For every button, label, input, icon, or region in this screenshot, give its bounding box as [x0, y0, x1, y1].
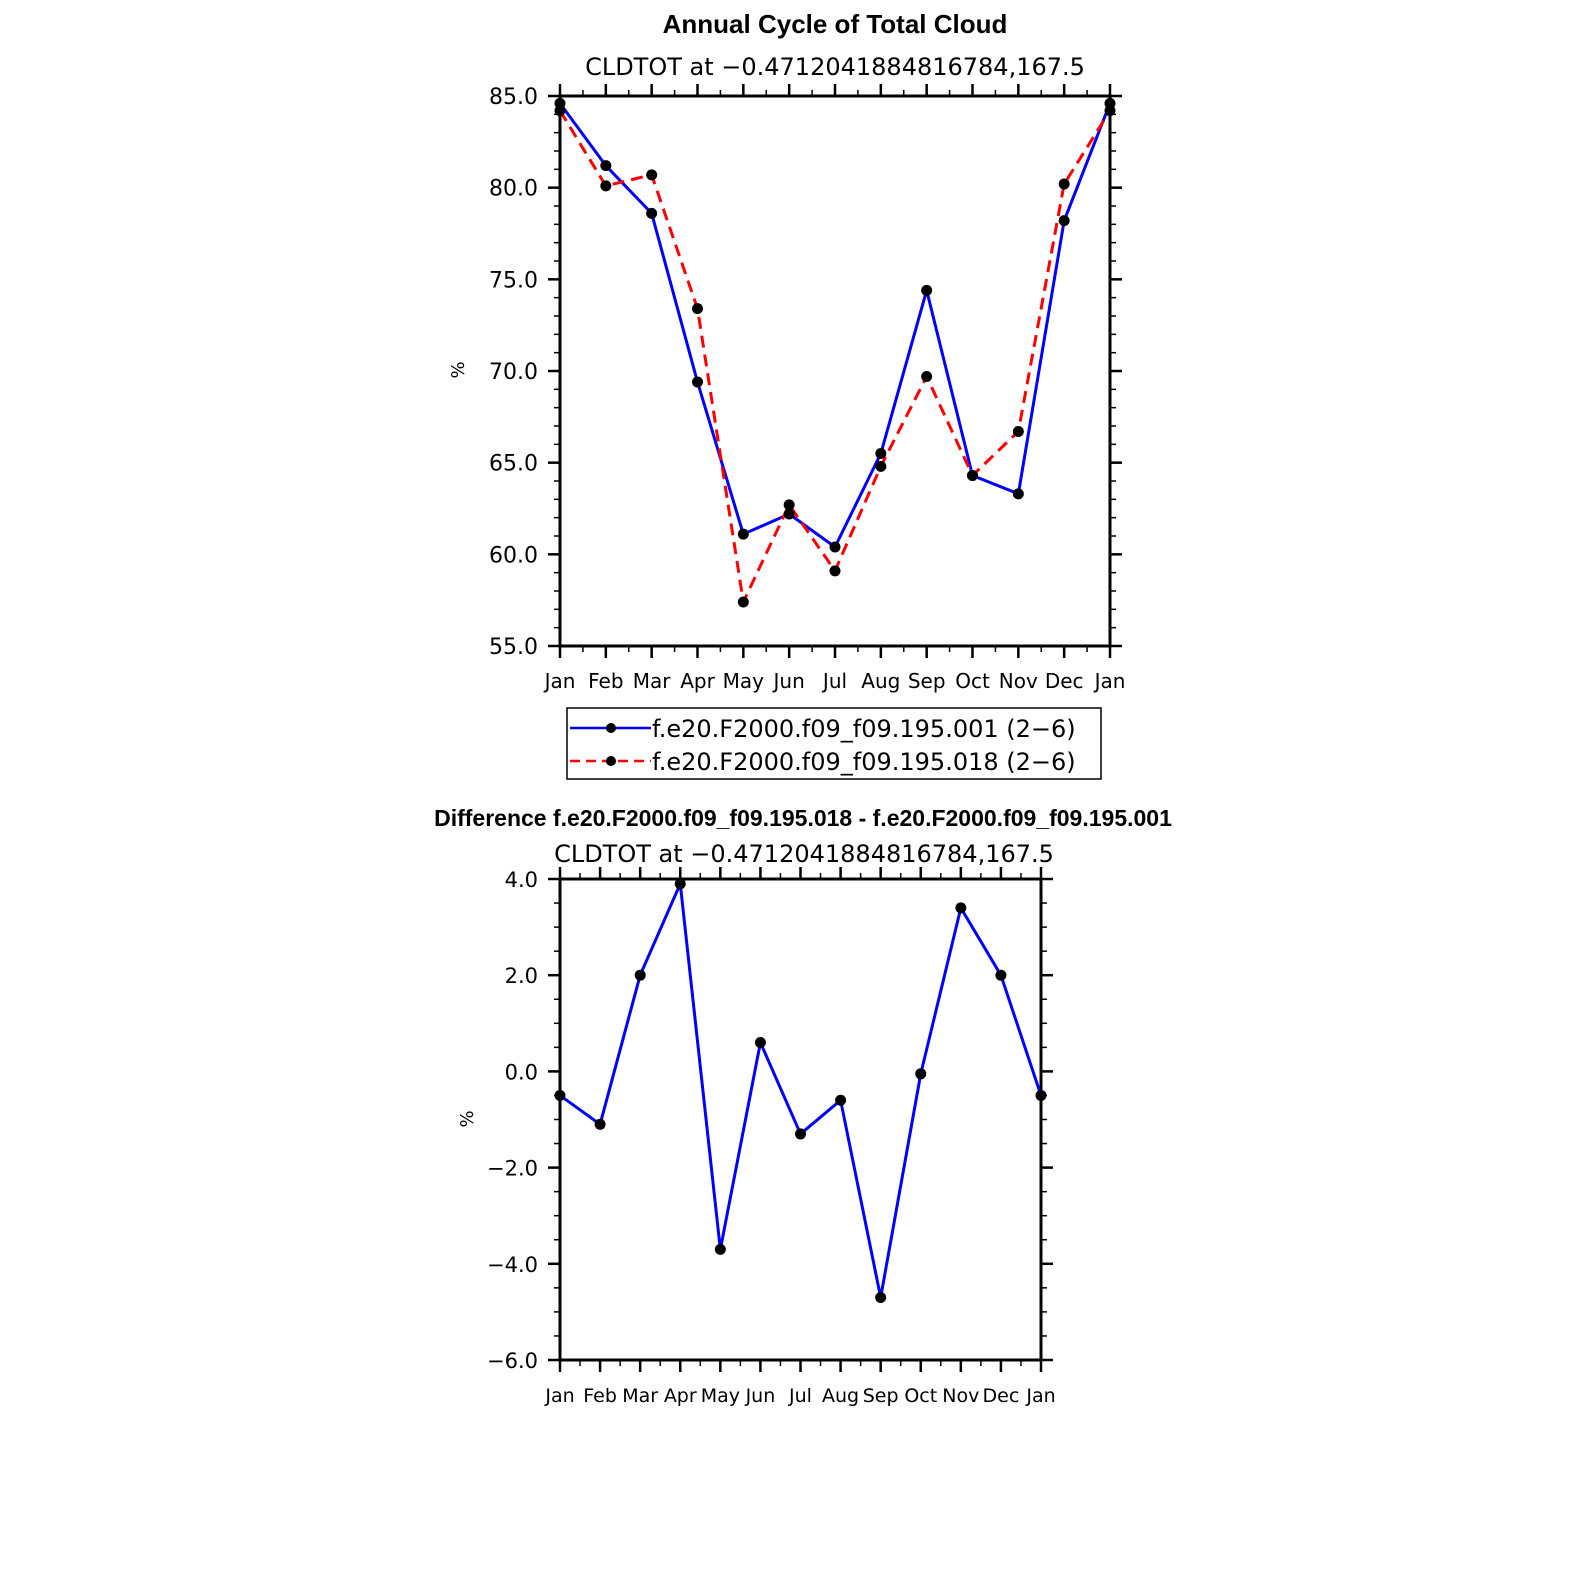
series-1-point	[737, 596, 749, 608]
x-tick-label: Sep	[908, 669, 946, 693]
series-0-point	[754, 1037, 766, 1049]
series-1-point	[646, 169, 658, 181]
x-tick-label: Jan	[544, 1385, 574, 1407]
chart1-legend: f.e20.F2000.f09_f09.195.001 (2−6) f.e20.…	[566, 707, 1102, 780]
x-tick-label: Dec	[1045, 669, 1084, 693]
y-tick-label: 2.0	[505, 964, 538, 988]
y-tick-label: 0.0	[505, 1060, 538, 1084]
series-0-point	[795, 1128, 806, 1140]
x-tick-label: Jun	[745, 1385, 776, 1407]
x-tick-label: Jul	[821, 669, 847, 693]
series-1-point	[1012, 426, 1024, 437]
x-tick-label: May	[701, 1385, 740, 1407]
series-0-point	[554, 1089, 566, 1101]
series-0-point	[835, 1094, 847, 1106]
x-tick-label: Nov	[942, 1385, 979, 1407]
legend-marker-2	[606, 756, 616, 766]
series-0-point	[714, 1243, 726, 1255]
chart2-plot: Jan Feb Mar Apr May Jun Jul Aug Sep Oct Nov Dec Jan−…	[487, 867, 1056, 1407]
x-tick-label: Jul	[788, 1385, 812, 1407]
chart1-ylabel: %	[448, 361, 469, 378]
series-1-point	[692, 303, 703, 315]
x-tick-label: Apr	[680, 669, 715, 693]
series-line-0	[559, 882, 1043, 1299]
legend-marker-1	[606, 723, 616, 733]
series-line-0	[558, 102, 1112, 549]
chart2-title: Difference f.e20.F2000.f09_f09.195.018 -…	[434, 805, 1172, 831]
series-1-point	[1058, 178, 1070, 190]
series-1-point	[783, 499, 795, 511]
y-tick-label: 4.0	[505, 868, 538, 892]
series-0-point	[634, 969, 646, 981]
chart2-subtitle: CLDTOT at −0.4712041884816784,167.5	[554, 840, 1054, 868]
series-0-point	[915, 1068, 927, 1080]
series-0-point	[646, 207, 658, 219]
legend-label-1: f.e20.F2000.f09_f09.195.001 (2−6)	[652, 715, 1076, 743]
series-0-point	[995, 969, 1007, 981]
series-0-point	[875, 1291, 887, 1303]
x-tick-label: Jan	[1025, 1385, 1055, 1407]
y-tick-label: −2.0	[487, 1157, 538, 1181]
x-tick-label: Jan	[543, 669, 576, 693]
series-0-point	[674, 878, 686, 890]
x-tick-label: Oct	[904, 1385, 937, 1407]
y-tick-label: 55.0	[489, 635, 538, 660]
series-0-point	[594, 1118, 606, 1130]
x-tick-label: Jan	[1093, 669, 1126, 693]
series-1-point	[921, 371, 933, 382]
chart1-title: Annual Cycle of Total Cloud	[663, 9, 1008, 39]
series-1-point	[600, 180, 612, 192]
y-tick-label: 70.0	[489, 360, 538, 385]
y-tick-label: 85.0	[489, 85, 538, 110]
x-tick-label: Mar	[633, 669, 672, 693]
y-tick-label: 80.0	[489, 177, 538, 202]
series-0-point	[1012, 488, 1024, 500]
chart1-plot: Jan Feb Mar Apr May Jun Jul Aug Sep Oct Nov Dec Jan5…	[489, 84, 1125, 693]
series-1-point	[967, 470, 978, 481]
x-tick-label: Apr	[664, 1385, 697, 1407]
x-tick-label: Dec	[983, 1385, 1020, 1407]
x-tick-label: Oct	[955, 669, 990, 693]
x-tick-label: Jun	[772, 669, 805, 693]
x-tick-label: Sep	[863, 1385, 899, 1407]
y-tick-label: −6.0	[487, 1349, 538, 1373]
y-tick-label: 75.0	[489, 268, 538, 293]
series-0-point	[1058, 215, 1070, 227]
series-1-point	[554, 105, 566, 117]
chart2-ylabel: %	[457, 1110, 478, 1127]
series-0-point	[1035, 1089, 1047, 1101]
chart1-subtitle: CLDTOT at −0.4712041884816784,167.5	[585, 53, 1085, 81]
series-0-point	[600, 160, 612, 172]
x-tick-label: Aug	[861, 669, 900, 693]
series-0-point	[737, 528, 749, 540]
series-0-point	[783, 508, 795, 520]
y-tick-label: −4.0	[487, 1253, 538, 1277]
y-tick-label: 60.0	[489, 543, 538, 568]
x-tick-label: Feb	[583, 1385, 617, 1407]
series-1-point	[875, 460, 887, 472]
x-tick-label: May	[723, 669, 765, 693]
series-1-point	[829, 565, 841, 577]
series-0-point	[921, 284, 933, 296]
series-0-point	[829, 541, 841, 553]
plot-frame	[558, 877, 1043, 1362]
series-line-1	[558, 109, 1112, 604]
series-0-point	[955, 902, 967, 914]
series-1-point	[1104, 105, 1116, 117]
x-tick-label: Feb	[588, 669, 623, 693]
legend-box	[566, 707, 1102, 780]
legend-label-2: f.e20.F2000.f09_f09.195.018 (2−6)	[652, 748, 1076, 776]
series-0-point	[875, 448, 887, 459]
y-tick-label: 65.0	[489, 452, 538, 477]
x-tick-label: Aug	[822, 1385, 859, 1407]
x-tick-label: Nov	[999, 669, 1038, 693]
series-0-point	[692, 376, 703, 388]
x-tick-label: Mar	[622, 1385, 658, 1407]
